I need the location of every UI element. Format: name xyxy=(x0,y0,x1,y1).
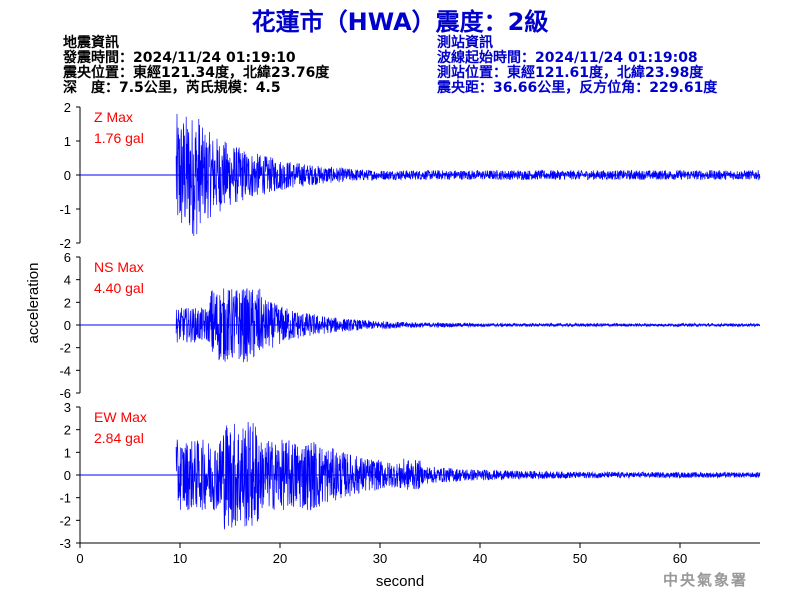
y-tick-label: -2 xyxy=(59,513,71,528)
series-max-0: 1.76 gal xyxy=(94,130,144,146)
y-tick-label: 1 xyxy=(64,445,71,460)
y-tick-label: -2 xyxy=(59,341,71,356)
station-location: 測站位置：東經121.61度，北緯23.98度 xyxy=(437,65,704,81)
series-trace-2 xyxy=(175,421,761,530)
y-tick-label: 0 xyxy=(64,468,71,483)
series-name-0: Z Max xyxy=(94,109,133,125)
quake-location: 震央位置：東經121.34度，北緯23.76度 xyxy=(63,65,330,81)
y-tick-label: 2 xyxy=(64,295,71,310)
station-info-heading: 測站資訊 xyxy=(437,35,493,51)
quake-info-heading: 地震資訊 xyxy=(63,35,119,51)
x-tick-label: 10 xyxy=(173,551,187,566)
series-max-2: 2.84 gal xyxy=(94,430,144,446)
series-trace-0 xyxy=(175,113,761,237)
station-distance: 震央距：36.66公里，反方位角：229.61度 xyxy=(437,80,718,96)
series-name-2: EW Max xyxy=(94,409,147,425)
y-tick-label: -6 xyxy=(59,386,71,401)
y-tick-label: 3 xyxy=(64,400,71,415)
y-tick-label: 4 xyxy=(64,273,71,288)
y-tick-label: 0 xyxy=(64,168,71,183)
page-title: 花蓮市（HWA）震度：2級 xyxy=(251,8,549,36)
quake-time: 發震時間：2024/11/24 01:19:10 xyxy=(63,50,296,66)
x-axis-label: second xyxy=(376,573,424,590)
y-tick-label: 6 xyxy=(64,250,71,265)
series-max-1: 4.40 gal xyxy=(94,280,144,296)
y-tick-label: -2 xyxy=(59,236,71,251)
x-tick-label: 30 xyxy=(373,551,387,566)
y-tick-label: -4 xyxy=(59,363,71,378)
quake-info: 地震資訊 發震時間：2024/11/24 01:19:10 震央位置：東經121.3… xyxy=(63,36,329,96)
y-tick-label: -3 xyxy=(59,536,71,551)
series-name-1: NS Max xyxy=(94,259,144,275)
quake-depth-magnitude: 深 度：7.5公里，芮氏規模：4.5 xyxy=(63,80,281,96)
y-axis-label: acceleration xyxy=(25,263,42,344)
agency-watermark: 中央氣象署 xyxy=(662,571,748,589)
x-tick-label: 0 xyxy=(76,551,83,566)
x-tick-label: 20 xyxy=(273,551,287,566)
station-onset-time: 波線起始時間：2024/11/24 01:19:08 xyxy=(437,50,698,66)
y-tick-label: 2 xyxy=(64,100,71,115)
y-tick-label: 0 xyxy=(64,318,71,333)
x-tick-label: 50 xyxy=(573,551,587,566)
y-tick-label: 1 xyxy=(64,134,71,149)
y-tick-label: 2 xyxy=(64,423,71,438)
series-trace-1 xyxy=(175,288,761,363)
x-tick-label: 40 xyxy=(473,551,487,566)
y-tick-label: -1 xyxy=(59,202,71,217)
x-tick-label: 60 xyxy=(673,551,687,566)
y-tick-label: -1 xyxy=(59,491,71,506)
station-info: 測站資訊 波線起始時間：2024/11/24 01:19:08 測站位置：東經121… xyxy=(437,36,717,96)
